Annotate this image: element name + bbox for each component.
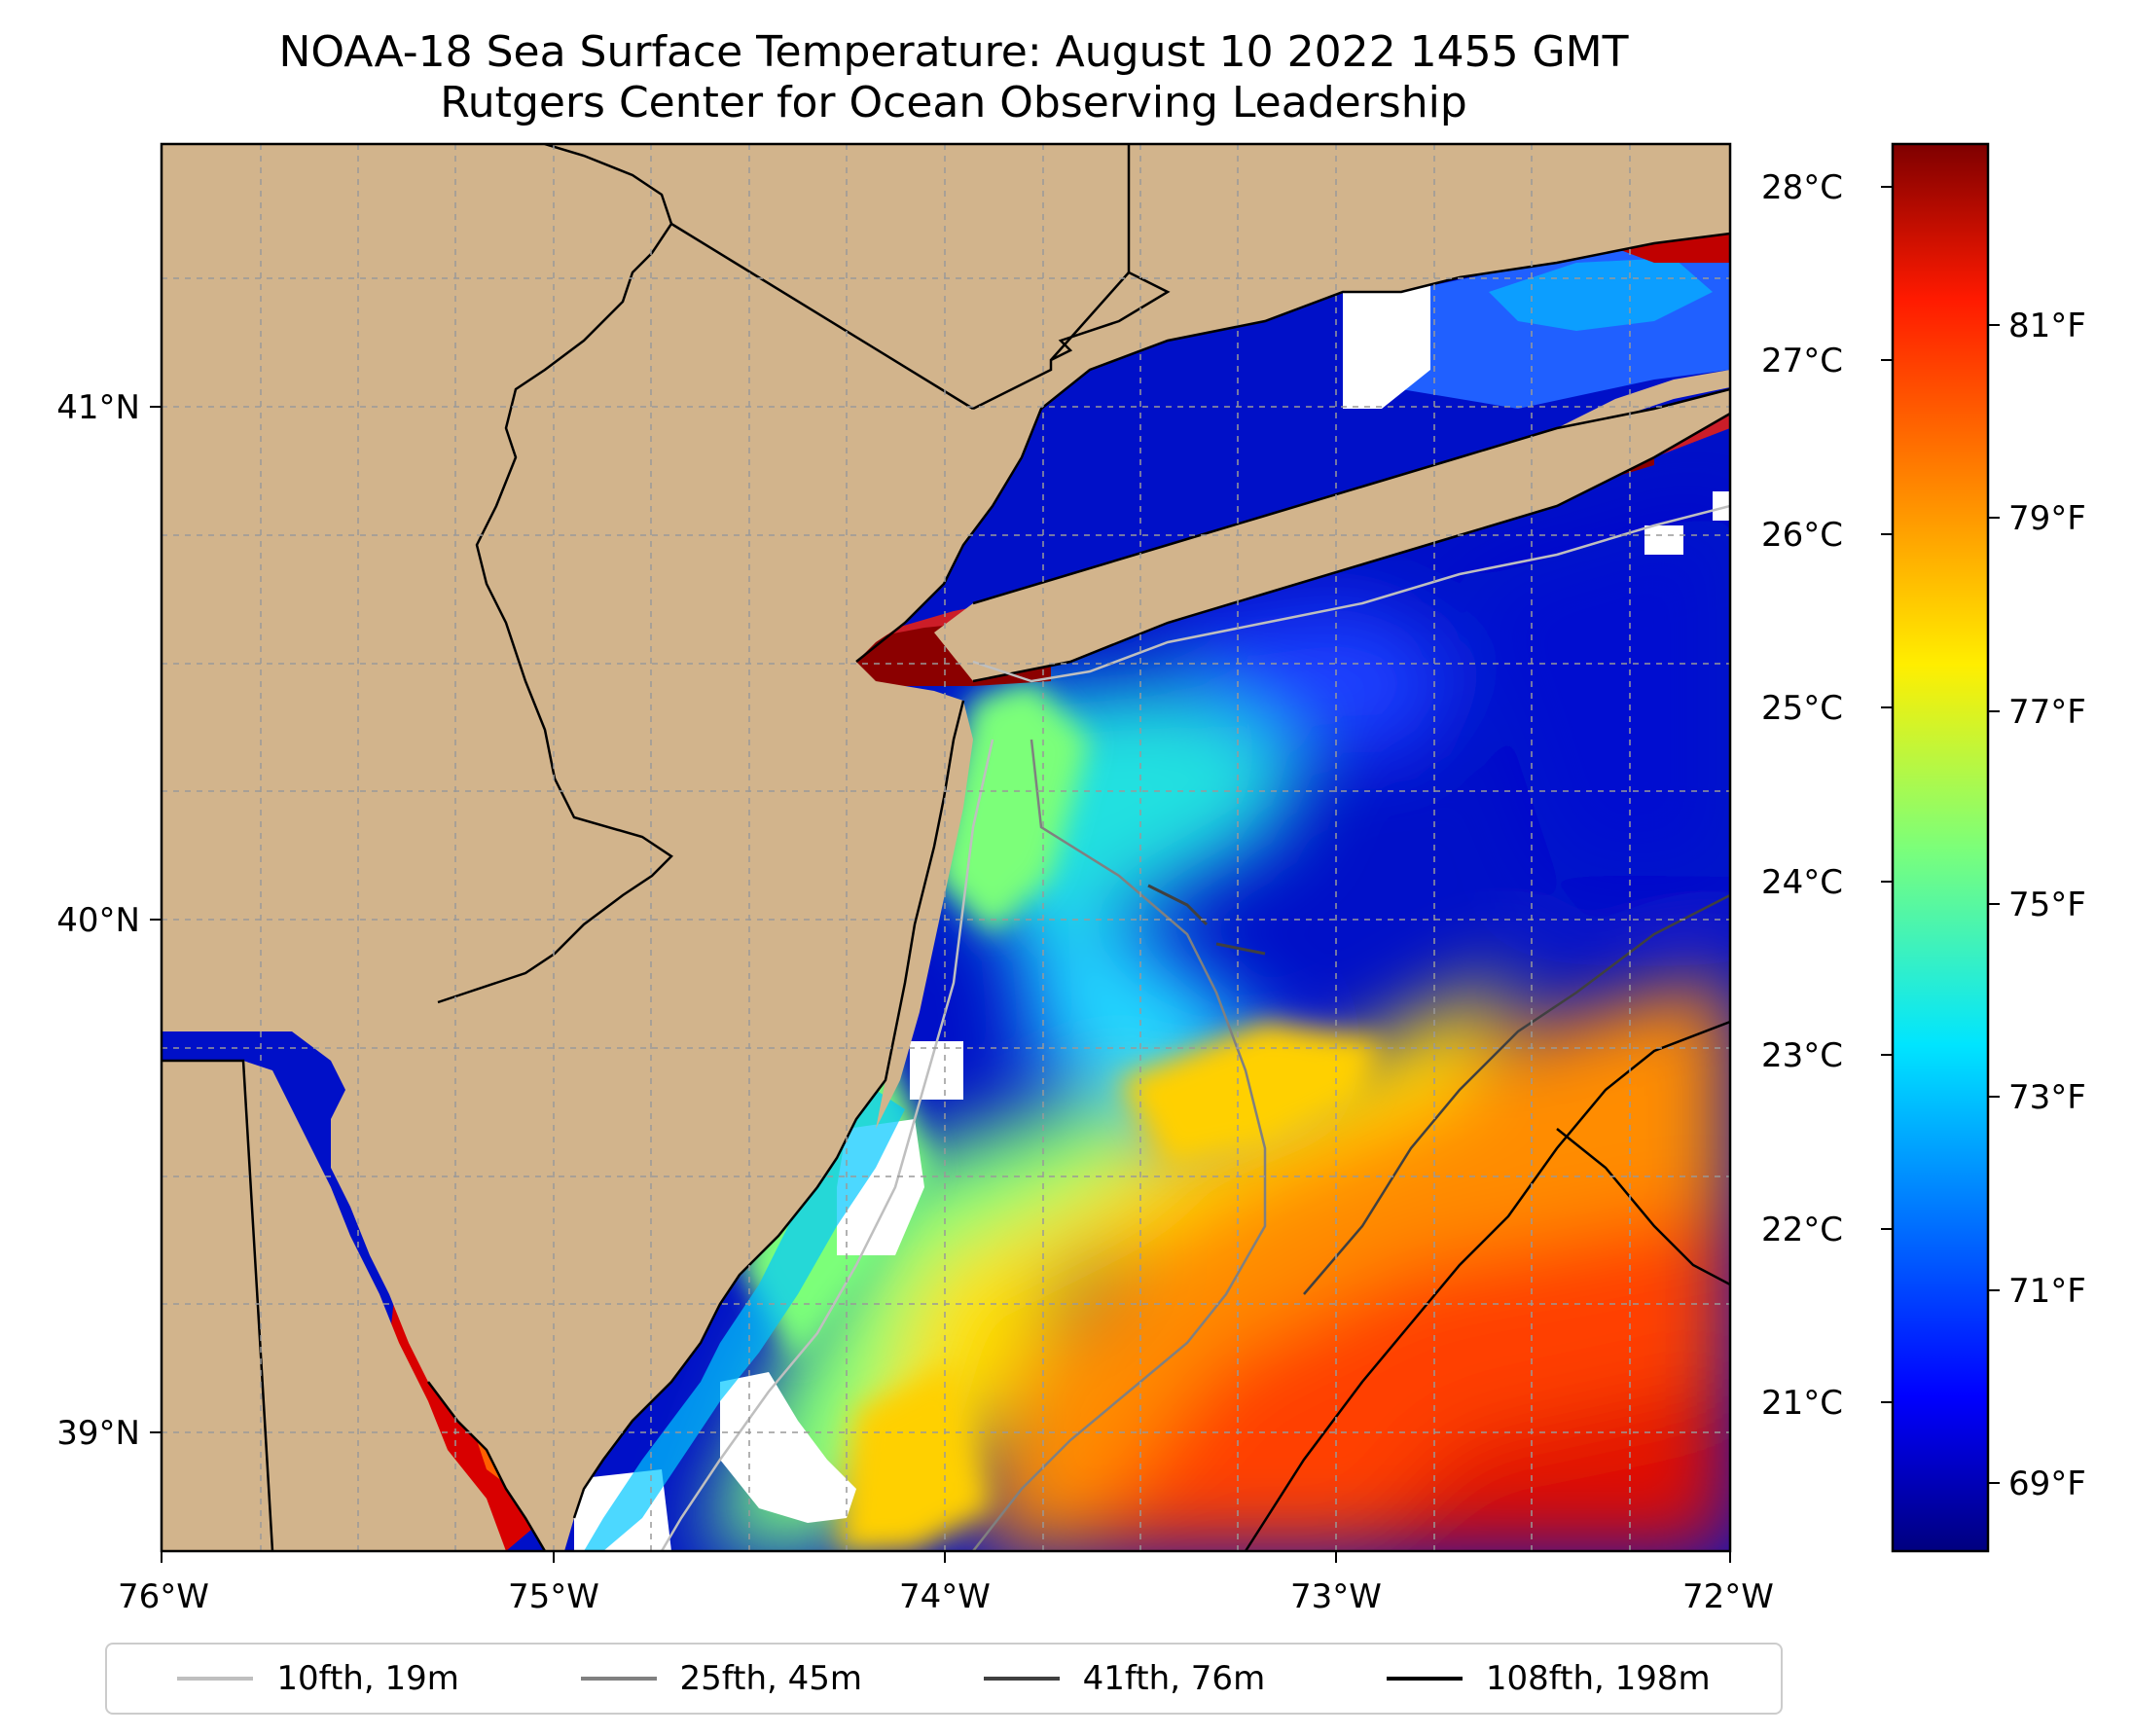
celsius-tick-label: 28°C bbox=[1761, 168, 1843, 207]
lat-tick-label: 39°N bbox=[56, 1414, 140, 1453]
legend-entry-41fth: 41fth, 76m bbox=[983, 1659, 1266, 1698]
fahrenheit-tick-label: 81°F bbox=[2008, 307, 2086, 345]
lon-tick-label: 73°W bbox=[1290, 1577, 1382, 1616]
celsius-tick-label: 26°C bbox=[1761, 516, 1843, 555]
celsius-tick-label: 24°C bbox=[1761, 863, 1843, 902]
celsius-tick-label: 25°C bbox=[1761, 689, 1843, 728]
contour-legend: 10fth, 19m 25fth, 45m 41fth, 76m 108fth,… bbox=[105, 1643, 1783, 1715]
legend-label: 108fth, 198m bbox=[1485, 1659, 1711, 1698]
bathymetry-contours bbox=[660, 504, 1730, 1551]
legend-line-icon bbox=[1386, 1677, 1463, 1681]
gridlines bbox=[162, 144, 1730, 1551]
legend-line-icon bbox=[983, 1677, 1060, 1681]
fahrenheit-tick-label: 79°F bbox=[2008, 499, 2086, 538]
lon-tick-label: 74°W bbox=[899, 1577, 991, 1616]
coastlines-borders bbox=[162, 144, 1730, 1551]
celsius-tick-label: 21°C bbox=[1761, 1384, 1843, 1423]
map-subtitle: Rutgers Center for Ocean Observing Leade… bbox=[440, 78, 1467, 127]
legend-line-icon bbox=[177, 1677, 254, 1681]
legend-entry-25fth: 25fth, 45m bbox=[580, 1659, 863, 1698]
fahrenheit-tick-label: 71°F bbox=[2008, 1272, 2086, 1311]
axis-ticks bbox=[150, 406, 1731, 1563]
colorbar bbox=[1891, 142, 1990, 1553]
legend-label: 10fth, 19m bbox=[276, 1659, 459, 1698]
lat-tick-label: 40°N bbox=[56, 901, 140, 940]
lon-tick-label: 76°W bbox=[118, 1577, 209, 1616]
fahrenheit-tick-label: 69°F bbox=[2008, 1465, 2086, 1503]
lon-tick-label: 75°W bbox=[508, 1577, 599, 1616]
fahrenheit-tick-label: 73°F bbox=[2008, 1078, 2086, 1117]
celsius-tick-label: 22°C bbox=[1761, 1211, 1843, 1249]
lon-tick-label: 72°W bbox=[1682, 1577, 1774, 1616]
celsius-tick-label: 23°C bbox=[1761, 1036, 1843, 1075]
legend-entry-10fth: 10fth, 19m bbox=[177, 1659, 459, 1698]
fahrenheit-tick-label: 75°F bbox=[2008, 886, 2086, 924]
map-title: NOAA-18 Sea Surface Temperature: August … bbox=[278, 27, 1629, 77]
lat-tick-label: 41°N bbox=[56, 388, 140, 427]
colorbar-ticks bbox=[1881, 186, 2000, 1484]
legend-label: 25fth, 45m bbox=[679, 1659, 863, 1698]
legend-line-icon bbox=[580, 1677, 657, 1681]
legend-label: 41fth, 76m bbox=[1082, 1659, 1266, 1698]
legend-entry-108fth: 108fth, 198m bbox=[1386, 1659, 1711, 1698]
fahrenheit-tick-label: 77°F bbox=[2008, 693, 2086, 732]
celsius-tick-label: 27°C bbox=[1761, 342, 1843, 380]
